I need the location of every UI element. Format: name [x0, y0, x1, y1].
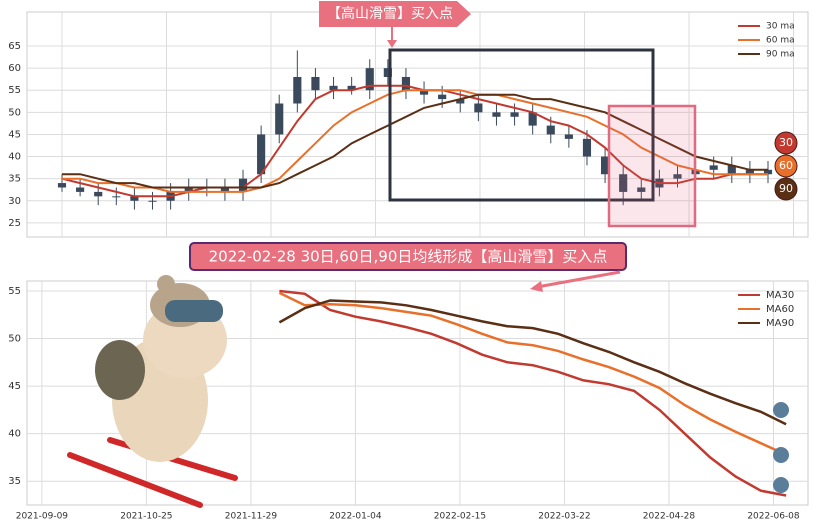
end-label: 60	[779, 159, 793, 172]
skier-dog-illustration	[67, 275, 238, 508]
x-tick-label: 2022-06-08	[747, 512, 800, 522]
end-marker	[774, 131, 798, 155]
x-tick-label: 2022-04-28	[643, 512, 696, 522]
end-marker	[774, 154, 798, 178]
legend-label: MA90	[766, 318, 794, 329]
legend-label: MA60	[766, 304, 794, 315]
candle-body	[94, 191, 103, 197]
candle-body	[275, 103, 284, 135]
candle-body	[492, 112, 501, 117]
candle-body	[76, 187, 85, 192]
y-tick-label: 45	[8, 129, 21, 140]
candle-body	[419, 90, 429, 95]
y-tick-label: 25	[8, 218, 21, 229]
chart-title: 2022-02-28 30日,60日,90日均线形成【高山滑雪】买入点	[209, 248, 608, 266]
y-tick-label: 40	[8, 429, 21, 440]
candle-body	[238, 178, 248, 192]
candle-body	[329, 85, 338, 91]
x-tick-label: 2022-03-22	[538, 512, 590, 522]
buy-zone-box	[607, 104, 697, 228]
skier-icons	[773, 402, 789, 493]
candle-body	[546, 125, 555, 135]
candle-body	[601, 156, 610, 175]
y-tick-label: 55	[8, 85, 21, 96]
candle-body	[456, 99, 465, 104]
candle-body	[293, 76, 302, 104]
legend-label: 30 ma	[766, 22, 795, 32]
x-tick-label: 2021-09-09	[16, 512, 69, 522]
candle-body	[57, 183, 67, 188]
candle-body	[673, 174, 682, 179]
ma-line	[279, 289, 787, 497]
candle-body	[257, 134, 266, 175]
candle-body	[401, 76, 411, 91]
end-label: 90	[779, 182, 793, 195]
legend-label: MA30	[766, 290, 794, 301]
candle-body	[510, 112, 519, 117]
candle-body	[311, 76, 320, 91]
y-tick-label: 35	[8, 174, 21, 185]
candle-body	[365, 68, 374, 91]
candle-body	[745, 169, 754, 175]
ma-line	[62, 89, 768, 193]
ma-line	[62, 93, 768, 189]
candle-body	[184, 187, 193, 192]
y-tick-label: 35	[8, 476, 21, 487]
y-tick-label: 55	[8, 286, 21, 297]
x-tick-label: 2022-02-15	[434, 512, 486, 522]
title-arrowhead	[530, 281, 543, 292]
annotation-tag	[319, 1, 471, 27]
candle-body	[763, 169, 773, 175]
y-tick-label: 65	[8, 41, 21, 52]
ma-line	[278, 291, 787, 456]
legend-label: 60 ma	[766, 36, 795, 46]
candle-body	[474, 103, 483, 113]
plot-layer: 25 30 35 40 45 50 55 60 65 30 ma 60 ma 90 ma 30 60 90 3…	[8, 12, 808, 522]
candle-body	[619, 174, 628, 192]
x-tick-label: 2021-10-25	[120, 512, 172, 522]
candle-body	[564, 134, 573, 139]
candle-body	[709, 165, 718, 170]
end-label: 30	[779, 136, 793, 149]
annotation-text: 【高山滑雪】买入点	[327, 5, 453, 22]
title-arrow	[536, 270, 621, 289]
candle-body	[637, 187, 646, 192]
candle-body	[528, 112, 537, 126]
ma-line	[61, 84, 768, 198]
candle-body	[438, 94, 447, 100]
candle-body	[130, 196, 139, 201]
ma-line	[278, 299, 787, 426]
candle-body	[383, 68, 392, 77]
signal-box	[388, 48, 655, 202]
x-tick-label: 2021-11-29	[225, 512, 278, 522]
candle-body	[112, 196, 121, 198]
end-marker	[774, 177, 798, 201]
legend-label: 90 ma	[766, 50, 795, 60]
y-tick-label: 50	[8, 107, 21, 118]
y-tick-label: 60	[8, 63, 21, 74]
y-tick-label: 45	[8, 381, 21, 392]
y-tick-label: 30	[8, 196, 21, 207]
y-tick-label: 50	[8, 334, 21, 345]
y-tick-label: 40	[8, 152, 21, 163]
candle-body	[148, 200, 157, 202]
candle-body	[220, 187, 229, 192]
candle-body	[347, 85, 356, 91]
title-box	[189, 242, 627, 271]
annotation-arrowhead	[387, 40, 397, 48]
x-tick-label: 2022-01-04	[329, 512, 382, 522]
candle-body	[727, 165, 736, 175]
candle-body	[582, 138, 592, 157]
